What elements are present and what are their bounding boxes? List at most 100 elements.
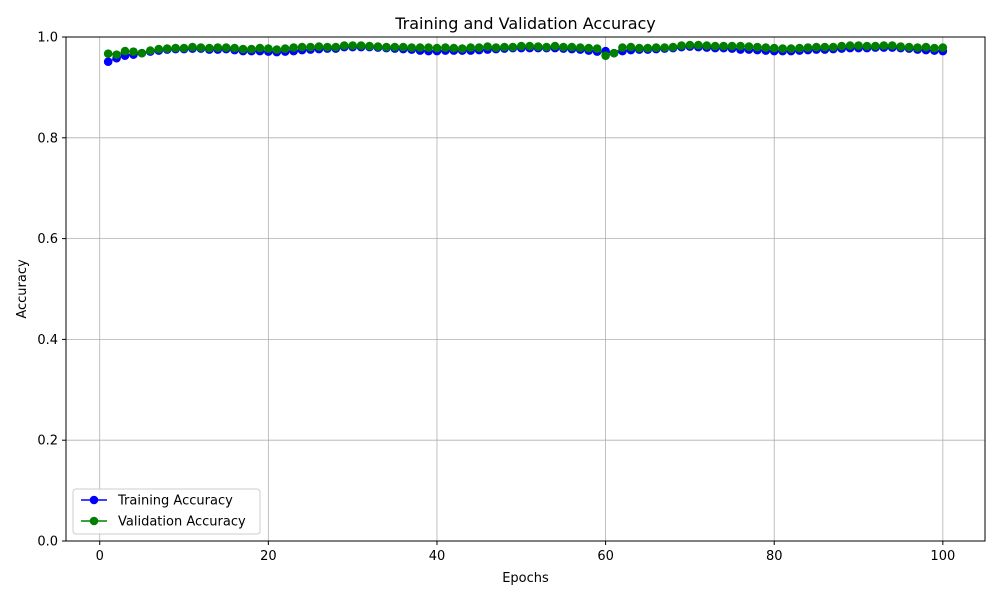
data-point — [373, 42, 383, 51]
data-point — [516, 41, 526, 51]
data-point — [904, 42, 914, 52]
legend-label: Training Accuracy — [117, 494, 233, 509]
data-point — [769, 43, 779, 53]
data-point — [896, 42, 905, 51]
data-point — [137, 48, 147, 58]
data-point — [761, 43, 771, 52]
data-point — [542, 42, 551, 52]
chart-title: Training and Validation Accuracy — [394, 14, 656, 33]
data-point — [601, 51, 610, 60]
data-point — [179, 43, 189, 53]
series-validation-accuracy — [103, 40, 948, 60]
data-point — [508, 42, 518, 52]
data-point — [457, 44, 467, 53]
data-point — [188, 42, 197, 52]
data-point — [171, 43, 180, 53]
data-point — [230, 43, 239, 53]
y-tick-label: 0.4 — [37, 333, 58, 348]
data-point — [129, 47, 138, 56]
data-point — [677, 41, 686, 50]
data-point — [213, 43, 223, 52]
data-point — [196, 43, 206, 52]
data-point — [103, 57, 113, 66]
data-point — [432, 43, 442, 53]
plot-frame — [65, 36, 986, 542]
data-point — [306, 42, 315, 52]
data-point — [879, 41, 889, 50]
legend-marker — [89, 516, 99, 526]
data-point — [500, 42, 509, 52]
data-point — [694, 40, 703, 50]
data-point — [567, 42, 577, 52]
data-point — [913, 43, 922, 52]
data-point — [702, 41, 712, 50]
legend-box — [72, 488, 261, 535]
data-point — [339, 41, 349, 50]
data-point — [685, 40, 695, 50]
data-point — [205, 43, 214, 53]
data-point — [289, 43, 298, 52]
data-point — [533, 42, 543, 51]
data-point — [238, 44, 248, 54]
data-point — [559, 42, 568, 52]
data-point — [753, 42, 762, 52]
legend-marker — [89, 495, 99, 505]
data-point — [221, 43, 231, 52]
data-point — [862, 41, 872, 51]
y-tick-label: 0.8 — [37, 131, 58, 146]
data-point — [854, 41, 863, 50]
data-point — [778, 44, 787, 53]
data-point — [466, 43, 475, 52]
legend: Training Accuracy Validation Accuracy — [72, 488, 261, 535]
y-tick-label: 0.2 — [37, 434, 58, 449]
data-point — [727, 41, 737, 51]
data-point — [744, 42, 754, 51]
legend-label: Validation Accuracy — [118, 515, 246, 530]
data-point — [146, 46, 155, 55]
data-point — [618, 43, 627, 52]
data-point — [609, 48, 619, 58]
data-point — [635, 43, 644, 53]
data-point — [710, 41, 720, 51]
data-point — [837, 41, 846, 51]
data-point — [871, 41, 880, 51]
data-point — [449, 43, 459, 53]
data-point — [356, 41, 366, 50]
data-point — [103, 49, 113, 58]
data-point — [407, 43, 416, 52]
y-tick-label: 0.0 — [37, 535, 58, 550]
data-point — [272, 45, 282, 54]
series-layer — [103, 40, 948, 66]
data-point — [280, 44, 290, 53]
data-point — [264, 44, 273, 53]
data-point — [820, 42, 830, 52]
data-point — [112, 50, 121, 59]
data-point — [921, 42, 931, 52]
data-point — [314, 42, 324, 51]
x-tick-label: 80 — [766, 549, 783, 564]
data-point — [786, 44, 796, 53]
x-tick-label: 60 — [597, 549, 614, 564]
data-point — [382, 42, 391, 52]
data-point — [576, 43, 585, 52]
data-point — [795, 43, 804, 53]
data-point — [651, 43, 661, 52]
data-point — [323, 42, 332, 52]
data-point — [483, 42, 492, 51]
data-point — [584, 43, 594, 53]
data-point — [162, 44, 172, 53]
data-point — [255, 43, 265, 53]
x-tick-label: 0 — [96, 549, 104, 564]
y-tick-label: 0.6 — [37, 232, 58, 247]
data-point — [365, 41, 374, 51]
axis-ticks: 0 20 40 60 80 100 0.0 0.2 0.4 0.6 0.8 1.0 — [37, 31, 955, 565]
data-point — [719, 41, 728, 51]
data-point — [643, 43, 653, 53]
data-point — [331, 42, 341, 52]
data-point — [660, 43, 669, 52]
data-point — [525, 41, 535, 51]
x-tick-label: 20 — [260, 549, 277, 564]
data-point — [424, 43, 433, 52]
data-point — [120, 46, 130, 56]
y-tick-label: 1.0 — [37, 31, 58, 46]
